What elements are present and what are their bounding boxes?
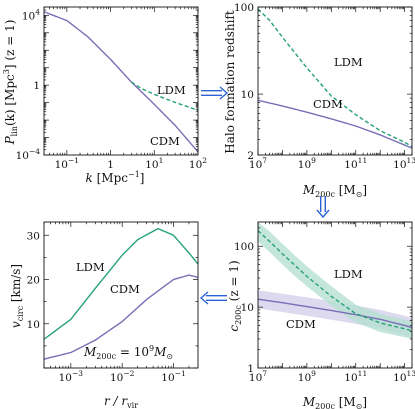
concentration-x-tick-label: 107 xyxy=(249,369,267,384)
circular-velocity-line-ldm xyxy=(44,227,198,340)
concentration-legend-cdm: CDM xyxy=(286,317,316,331)
concentration-y-tick-label: 100 xyxy=(234,241,254,253)
panel-power-spectrum: 10−1 1 101 102 10−4 1 104 LDM CDM k [Mpc−1] Pl… xyxy=(2,6,207,185)
formation-redshift-x-tick-label: 109 xyxy=(298,156,316,171)
formation-redshift-marks xyxy=(258,8,412,149)
flow-arrows xyxy=(199,86,330,305)
formation-redshift-ylabel: Halo formation redshift xyxy=(223,10,237,154)
circular-velocity-ticks: 10−3 10−2 10−1 10 20 30 xyxy=(27,222,198,384)
power-spectrum-line-ldm xyxy=(131,81,198,112)
formation-redshift-x-tick-label: 107 xyxy=(249,156,267,171)
circular-velocity-x-tick-label: 10−3 xyxy=(59,369,84,384)
circular-velocity-axes-frame xyxy=(43,221,199,369)
formation-redshift-line-cdm xyxy=(258,99,412,149)
arrow-right xyxy=(201,86,229,100)
power-spectrum-x-tick-label: 1 xyxy=(107,159,114,171)
power-spectrum-xlabel: k [Mpc−1] xyxy=(86,170,145,185)
concentration-y-tick-label: 1 xyxy=(247,363,254,375)
formation-redshift-y-tick-label: 2 xyxy=(247,150,254,162)
power-spectrum-axes-frame xyxy=(43,6,199,156)
power-spectrum-x-tick-label: 102 xyxy=(189,156,207,171)
concentration-x-tick-label: 1011 xyxy=(344,369,367,384)
circular-velocity-legend-cdm: CDM xyxy=(110,282,140,296)
circular-velocity-x-tick-label: 10−1 xyxy=(161,369,185,384)
circular-velocity-marks xyxy=(44,227,198,360)
circular-velocity-ylabel: vcirc [km/s] xyxy=(9,264,25,328)
formation-redshift-legend-ldm: LDM xyxy=(334,55,363,69)
concentration-legend-ldm: LDM xyxy=(334,267,363,281)
power-spectrum-x-tick-label: 101 xyxy=(145,156,163,171)
concentration-marks xyxy=(258,222,412,339)
power-spectrum-ylabel: Plin(k) [Mpc3] (z = 1) xyxy=(2,20,19,146)
concentration-xlabel: M200c [M⊙] xyxy=(302,395,367,409)
circular-velocity-annotation: M200c = 109M⊙ xyxy=(83,344,173,361)
formation-redshift-axes-frame xyxy=(257,6,413,156)
power-spectrum-legend-cdm: CDM xyxy=(150,134,180,148)
circular-velocity-plot-area xyxy=(44,227,198,360)
formation-redshift-y-tick-label: 10 xyxy=(241,89,254,101)
power-spectrum-y-tick-label: 10−4 xyxy=(16,147,41,162)
power-spectrum-legend-ldm: LDM xyxy=(157,83,186,97)
concentration-x-tick-label: 109 xyxy=(298,369,316,384)
arrow-left xyxy=(199,291,227,305)
concentration-axes-frame xyxy=(257,221,413,369)
arrow-down xyxy=(316,196,330,219)
formation-redshift-x-tick-label: 1013 xyxy=(393,156,415,171)
formation-redshift-ticks: 107 109 1011 1013 10 100 2 xyxy=(234,2,415,171)
power-spectrum-y-tick-label: 1 xyxy=(33,80,40,92)
panel-circular-velocity: 10−3 10−2 10−1 10 20 30 LDM CDM M200c = 109M⊙… xyxy=(9,221,199,409)
circular-velocity-line-cdm xyxy=(44,274,198,360)
formation-redshift-x-tick-label: 1011 xyxy=(344,156,367,171)
concentration-ylabel: c200c (z = 1) xyxy=(227,260,243,331)
concentration-plot-area xyxy=(258,222,412,339)
formation-redshift-xlabel: M200c [M⊙] xyxy=(302,183,367,199)
formation-redshift-y-tick-label: 100 xyxy=(234,2,254,14)
concentration-x-tick-label: 1013 xyxy=(393,369,415,384)
power-spectrum-y-tick-label: 104 xyxy=(22,7,40,22)
concentration-line-cdm xyxy=(258,298,412,329)
circular-velocity-x-tick-label: 10−2 xyxy=(110,369,135,384)
formation-redshift-plot-area xyxy=(258,8,412,149)
circular-velocity-y-tick-label: 10 xyxy=(27,319,40,331)
power-spectrum-plot-area xyxy=(44,11,198,153)
concentration-ticks: 107 109 1011 1013 1 10 100 xyxy=(234,222,415,384)
circular-velocity-y-tick-label: 20 xyxy=(27,275,40,287)
concentration-y-tick-label: 10 xyxy=(241,302,254,314)
formation-redshift-legend-cdm: CDM xyxy=(313,97,343,111)
circular-velocity-xlabel: r / rvir xyxy=(104,394,138,409)
circular-velocity-y-tick-label: 30 xyxy=(27,230,40,242)
power-spectrum-x-tick-label: 10−1 xyxy=(55,156,79,171)
power-spectrum-ticks: 10−1 1 101 102 10−4 1 104 xyxy=(16,6,207,171)
circular-velocity-legend-ldm: LDM xyxy=(76,260,105,274)
power-spectrum-line-cdm xyxy=(44,11,198,153)
formation-redshift-line-ldm xyxy=(258,8,412,148)
power-spectrum-marks xyxy=(44,11,198,153)
